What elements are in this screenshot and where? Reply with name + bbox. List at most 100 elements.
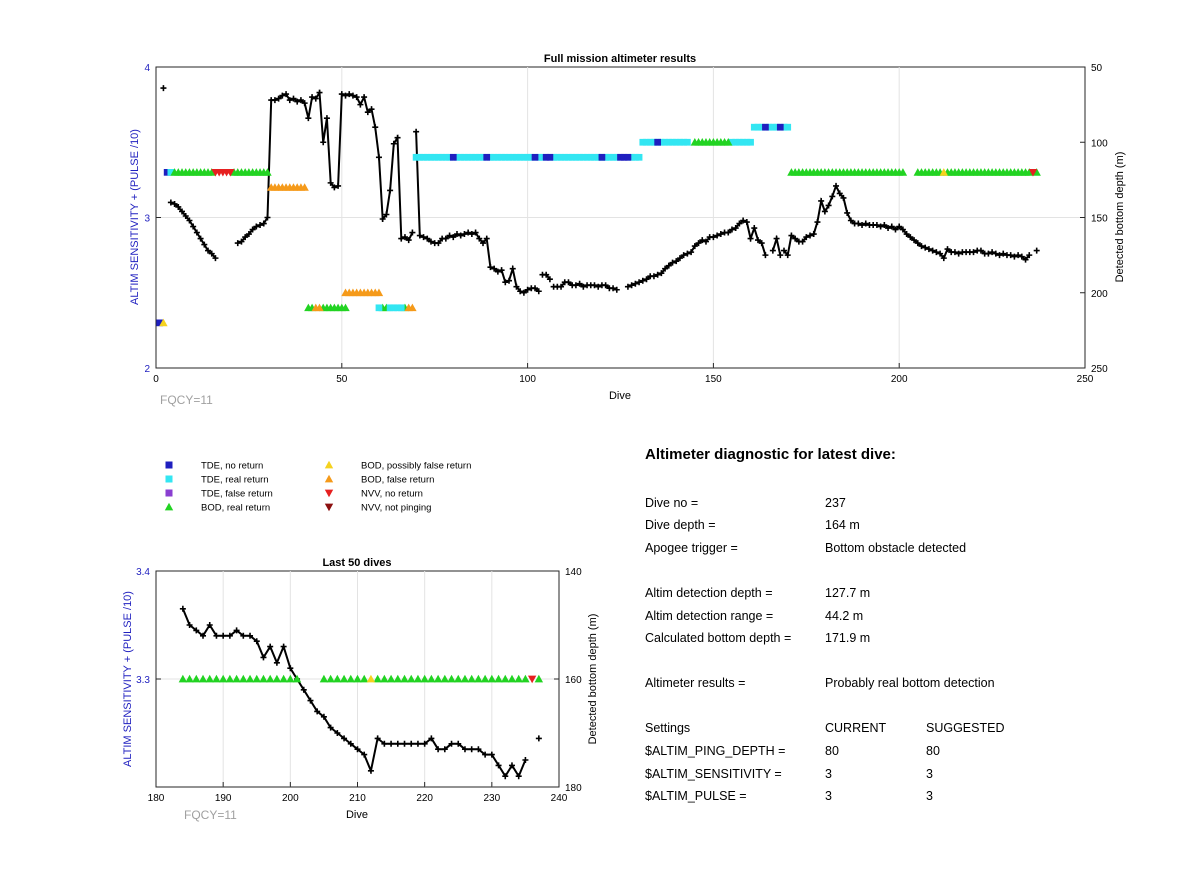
depth-point: [201, 241, 208, 248]
depth-point: [520, 289, 527, 296]
depth-point: [346, 91, 353, 98]
depth-point: [421, 740, 428, 747]
setting-marker: [747, 138, 754, 146]
bottom-chart: 180 190 200 210 220 230 240 3.3 3.4 140 160 180 Las…: [122, 557, 599, 822]
depth-point: [758, 240, 765, 247]
depth-point: [576, 280, 583, 287]
depth-point: [1011, 253, 1018, 260]
depth-point: [925, 246, 932, 253]
settings-label: Settings: [645, 721, 691, 735]
depth-point: [260, 220, 267, 227]
setting-marker: [507, 674, 517, 683]
depth-point: [673, 258, 680, 265]
setting-marker: [225, 674, 235, 683]
top-chart-title: Full mission altimeter results: [544, 53, 696, 65]
setting-suggested: 3: [926, 789, 933, 803]
setting-marker: [440, 674, 450, 683]
depth-point: [840, 194, 847, 201]
depth-point: [305, 115, 312, 122]
depth-point: [461, 746, 468, 753]
depth-point: [160, 85, 167, 92]
depth-point: [747, 235, 754, 242]
setting-marker: [654, 138, 662, 146]
depth-point: [532, 285, 539, 292]
depth-point: [1022, 256, 1029, 263]
setting-marker: [480, 674, 490, 683]
depth-point: [253, 223, 260, 230]
depth-point: [331, 184, 338, 191]
depth-point: [970, 249, 977, 256]
calc-bottom-label: Calculated bottom depth =: [645, 631, 792, 645]
diagnostic-panel: Altimeter diagnostic for latest dive: Di…: [645, 446, 1165, 803]
depth-point: [457, 232, 464, 239]
setting-marker: [226, 168, 235, 177]
setting-marker: [474, 674, 483, 683]
setting-marker: [326, 674, 335, 683]
apogee-label: Apogee trigger =: [645, 541, 738, 555]
depth-point: [206, 622, 213, 628]
depth-point: [193, 229, 200, 236]
depth-point: [591, 282, 598, 289]
depth-point: [367, 767, 374, 774]
depth-point: [347, 740, 354, 747]
apogee-value: Bottom obstacle detected: [825, 541, 967, 555]
setting-marker: [624, 153, 632, 161]
setting-marker: [407, 674, 416, 683]
depth-point: [565, 279, 572, 286]
y2-tick-label: 100: [1091, 138, 1108, 149]
depth-point: [624, 283, 631, 290]
depth-point: [427, 238, 434, 245]
bottom-settings-markers: [178, 674, 544, 684]
y2-tick-label: 160: [565, 675, 582, 686]
setting-marker: [449, 153, 457, 161]
suggested-header: SUGGESTED: [926, 721, 1005, 735]
depth-point: [488, 751, 495, 758]
depth-point: [240, 632, 247, 639]
depth-point: [342, 92, 349, 99]
setting-marker: [684, 138, 691, 146]
depth-point: [508, 762, 515, 769]
depth-point: [1007, 252, 1014, 259]
depth-point: [502, 279, 509, 286]
depth-point: [297, 97, 304, 104]
setting-marker: [159, 318, 168, 327]
depth-point: [613, 286, 620, 293]
depth-point: [535, 735, 542, 742]
depth-point: [186, 217, 193, 224]
top-depth-series: [160, 85, 1040, 296]
depth-point: [381, 740, 388, 747]
setting-marker: [360, 674, 369, 683]
depth-point: [524, 286, 531, 293]
depth-point: [334, 730, 341, 736]
setting-marker: [546, 153, 554, 161]
bottom-depth-series: [179, 605, 542, 780]
depth-point: [632, 280, 639, 287]
depth-point: [338, 91, 345, 98]
setting-current: 80: [825, 744, 839, 758]
depth-point: [543, 271, 550, 278]
detection-depth-value: 127.7 m: [825, 586, 871, 600]
depth-point: [341, 735, 348, 742]
depth-point: [212, 255, 219, 262]
depth-point: [929, 247, 936, 254]
setting-marker: [514, 674, 523, 683]
depth-point: [903, 231, 910, 238]
depth-point: [491, 265, 498, 272]
setting-marker: [319, 674, 329, 683]
setting-current: 3: [825, 789, 832, 803]
setting-marker: [205, 674, 214, 683]
legend-marker: [165, 489, 173, 497]
y-tick-label: 3: [144, 214, 150, 225]
x-tick-label: 200: [891, 374, 908, 385]
dive-depth-label: Dive depth =: [645, 518, 716, 532]
depth-point: [394, 740, 401, 747]
depth-point: [862, 220, 869, 227]
dive-no-label: Dive no =: [645, 496, 699, 510]
depth-point: [401, 234, 408, 241]
setting-marker: [300, 183, 309, 191]
depth-point: [175, 203, 182, 210]
depth-point: [205, 247, 212, 254]
depth-point: [951, 249, 958, 256]
legend-label: NVV, no return: [361, 489, 423, 500]
legend-label: BOD, real return: [201, 503, 270, 514]
